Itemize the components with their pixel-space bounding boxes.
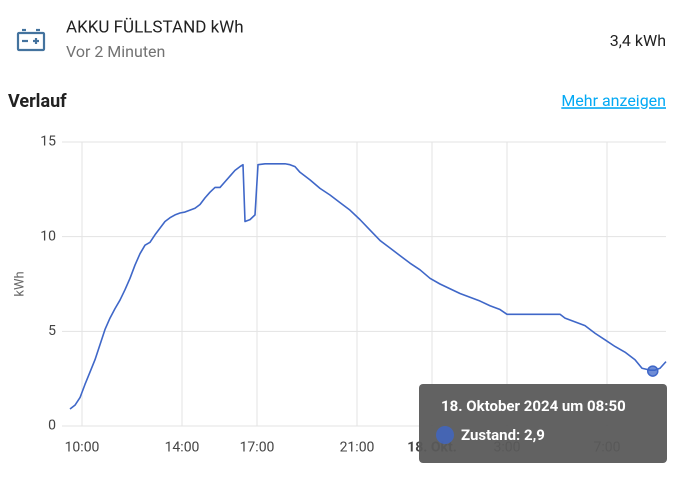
hover-point — [647, 365, 659, 377]
section-title: Verlauf — [8, 91, 67, 112]
entity-name: AKKU FÜLLSTAND kWh — [66, 17, 244, 37]
y-tick-label: 0 — [48, 418, 56, 434]
data-line — [69, 162, 667, 410]
x-tick-label: 21:00 — [340, 440, 375, 456]
x-tick-label: 14:00 — [165, 440, 200, 456]
more-info-link[interactable]: Mehr anzeigen — [561, 91, 666, 110]
tooltip-text: Zustand: 2,9 — [461, 426, 545, 444]
x-tick-label: 10:00 — [65, 440, 100, 456]
y-axis-label: kWh — [12, 271, 27, 296]
state: 3,4 kWh — [610, 31, 666, 50]
tooltip-swatch — [436, 426, 454, 444]
y-tick-label: 10 — [40, 228, 56, 244]
last-changed: Vor 2 Minuten — [66, 42, 165, 61]
tooltip-box — [419, 384, 667, 463]
tooltip-title: 18. Oktober 2024 um 08:50 — [441, 397, 626, 415]
y-tick-label: 5 — [48, 323, 56, 339]
y-tick-label: 15 — [40, 134, 56, 150]
battery-icon — [16, 28, 46, 52]
x-tick-label: 17:00 — [240, 440, 275, 456]
